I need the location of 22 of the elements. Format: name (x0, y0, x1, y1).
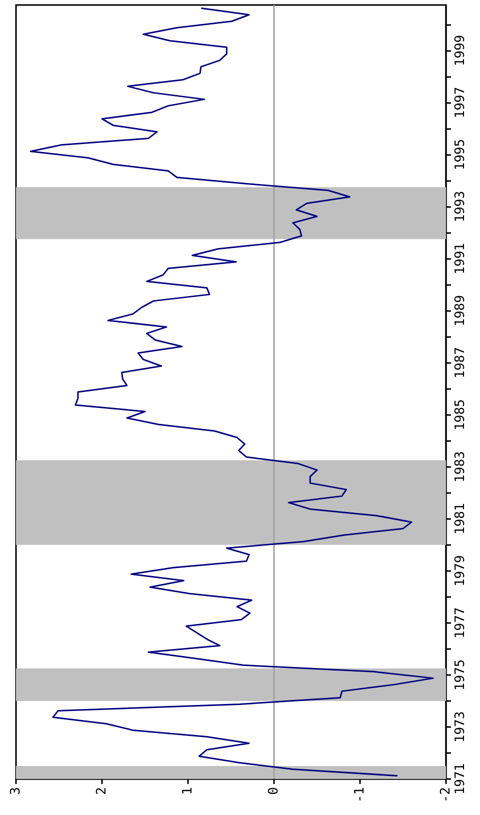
y-tick-label: 1997 (453, 86, 468, 118)
y-tick-label: 1979 (453, 555, 468, 587)
x-tick-label: -2 (438, 787, 454, 803)
y-tick-label: 1973 (453, 711, 468, 743)
y-tick-label: 1995 (453, 138, 468, 170)
line-series (30, 8, 434, 776)
x-tick-label: 3 (8, 787, 24, 795)
y-tick-label: 1971 (453, 763, 468, 795)
y-tick-label: 1987 (453, 347, 468, 378)
y-tick-label: 1999 (453, 34, 468, 66)
x-tick-label: 2 (94, 787, 110, 795)
x-tick-label: 1 (180, 787, 196, 795)
y-tick-label: 1985 (453, 399, 468, 430)
y-tick-label: 1983 (453, 451, 468, 482)
x-tick-label: 0 (266, 787, 282, 795)
y-tick-label: 1981 (453, 503, 468, 534)
y-tick-label: 1989 (453, 295, 468, 326)
x-tick-label: -1 (352, 787, 368, 803)
y-tick-label: 1977 (453, 607, 468, 639)
y-tick-label: 1993 (453, 190, 468, 222)
y-tick-label: 1975 (453, 659, 468, 691)
y-tick-label: 1991 (453, 243, 468, 274)
